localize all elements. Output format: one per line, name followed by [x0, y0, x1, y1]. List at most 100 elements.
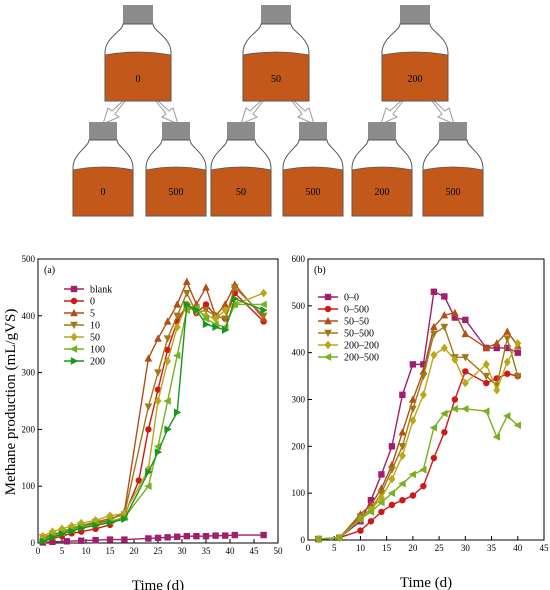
panel-label: (a) [44, 265, 55, 276]
data-point [145, 535, 152, 542]
data-point [399, 391, 406, 399]
data-point [202, 306, 210, 315]
data-point [68, 527, 76, 535]
x-tick-label: 10 [356, 543, 366, 553]
data-point [212, 532, 219, 539]
data-point [154, 334, 162, 342]
data-point [259, 300, 267, 309]
data-point [440, 409, 448, 418]
legend-label: 50–500 [344, 329, 374, 340]
x-tick-label: 35 [487, 543, 497, 553]
bottle-cap [123, 5, 153, 24]
data-point [212, 314, 220, 323]
data-point [357, 527, 364, 534]
x-tick-label: 45 [540, 543, 550, 553]
bottle-label: 500 [169, 187, 184, 198]
bottle-cap [227, 122, 255, 140]
bottle-label: 0 [101, 187, 106, 198]
data-point [154, 534, 162, 542]
data-point [429, 423, 438, 432]
data-point [182, 289, 191, 298]
data-point [409, 492, 417, 499]
bottle-label: 500 [446, 187, 461, 198]
data-point [230, 300, 238, 309]
data-point [193, 532, 200, 540]
series-line [318, 370, 518, 540]
data-point [69, 345, 78, 353]
bottle-cap [261, 5, 291, 24]
data-point [154, 369, 162, 377]
x-tick-label: 30 [461, 543, 471, 553]
data-point [106, 518, 115, 527]
x-tick-label: 0 [306, 543, 311, 553]
data-point [398, 479, 406, 488]
bottle-bottom-5: 200 [351, 122, 413, 217]
series-200 [39, 294, 268, 546]
data-point [493, 385, 501, 395]
data-point [388, 443, 396, 450]
bottle-label: 50 [236, 187, 246, 198]
bottle-cap [299, 122, 327, 140]
data-point [212, 323, 220, 331]
bottle-cap [89, 122, 117, 140]
data-point [324, 293, 332, 301]
data-point [183, 300, 191, 309]
bottle-liquid [72, 166, 134, 217]
data-point [164, 356, 172, 366]
data-point [230, 284, 239, 292]
data-point [49, 538, 56, 546]
data-point [482, 343, 491, 352]
data-point [164, 534, 171, 541]
data-point [409, 361, 417, 368]
data-point [324, 305, 332, 313]
data-point [193, 306, 201, 314]
data-point [398, 428, 407, 436]
x-tick-label: 40 [513, 543, 523, 553]
data-point [324, 329, 332, 338]
data-point [163, 317, 172, 325]
data-point [260, 306, 268, 314]
data-point [183, 532, 190, 540]
y-tick-label: 200 [22, 424, 36, 434]
y-tick-label: 0 [31, 538, 36, 548]
legend-label: 200 [90, 357, 105, 368]
data-point [135, 477, 142, 484]
series-line [42, 303, 264, 541]
data-point [323, 353, 332, 361]
data-point [398, 451, 406, 461]
x-tick-label: 20 [408, 543, 418, 553]
x-tick-label: 15 [382, 543, 392, 553]
data-point [430, 454, 438, 462]
data-point [120, 509, 128, 518]
data-point [163, 335, 172, 343]
legend-label: 0–0 [344, 293, 359, 304]
data-point [260, 288, 268, 298]
data-point [420, 482, 427, 490]
data-point [324, 316, 332, 325]
legend-label: 50–50 [344, 317, 369, 328]
data-point [503, 357, 511, 367]
data-point [202, 532, 210, 540]
data-point [221, 315, 230, 323]
bottle-liquid [104, 51, 172, 102]
x-tick-label: 25 [154, 546, 164, 556]
data-point [324, 340, 332, 350]
data-point [314, 535, 322, 543]
data-point [173, 300, 182, 308]
data-point [441, 429, 448, 436]
y-tick-label: 400 [292, 348, 306, 358]
bottle-label: 200 [375, 187, 390, 198]
bottle-label: 50 [271, 74, 281, 85]
data-point [39, 537, 47, 546]
y-tick-label: 100 [292, 488, 306, 498]
legend-item: 10 [64, 321, 100, 332]
chart-panel-a: 0 5 10 15 20 25 30 35 40 45 500100200300400500(a)T… [22, 254, 284, 590]
data-point [202, 320, 211, 329]
bottle-label: 200 [408, 74, 423, 85]
data-point [451, 314, 459, 321]
bottle-bottom-2: 500 [145, 122, 207, 217]
data-point [388, 474, 396, 484]
legend-label: 50 [90, 333, 100, 344]
data-point [430, 350, 438, 360]
data-point [513, 421, 521, 430]
